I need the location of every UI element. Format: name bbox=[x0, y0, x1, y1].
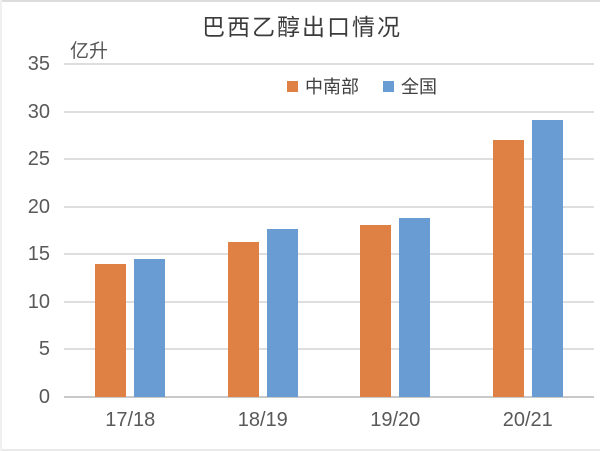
top-border-line bbox=[2, 0, 600, 2]
bar-中南部-17-18 bbox=[95, 263, 127, 397]
legend-label: 全国 bbox=[401, 77, 437, 97]
legend-swatch-icon bbox=[383, 80, 394, 92]
gridline-20 bbox=[64, 205, 594, 208]
y-tick-label: 15 bbox=[27, 243, 50, 266]
bar-中南部-20-21 bbox=[492, 140, 524, 397]
y-tick-label: 0 bbox=[38, 386, 50, 408]
chart-legend: 中南部 全国 bbox=[287, 73, 437, 99]
y-tick-label: 20 bbox=[27, 195, 50, 218]
plot-area bbox=[64, 63, 594, 398]
bar-全国-18-19 bbox=[266, 228, 298, 397]
y-tick-label: 10 bbox=[27, 290, 50, 313]
y-tick-label: 25 bbox=[27, 148, 50, 171]
x-tick-label: 17/18 bbox=[105, 409, 156, 431]
y-tick-label: 30 bbox=[27, 100, 50, 123]
bottom-border-line bbox=[2, 449, 600, 451]
bar-全国-19-20 bbox=[399, 218, 431, 397]
chart-title: 巴西乙醇出口情况 bbox=[202, 15, 402, 40]
legend-label: 中南部 bbox=[305, 77, 359, 97]
gridline-15 bbox=[64, 253, 594, 256]
legend-swatch-icon bbox=[287, 80, 298, 92]
gridline-35 bbox=[64, 63, 594, 65]
x-tick-label: 20/21 bbox=[502, 409, 553, 431]
x-tick-label: 19/20 bbox=[370, 409, 421, 431]
y-tick-label: 35 bbox=[27, 53, 50, 75]
bar-全国-20-21 bbox=[531, 120, 563, 397]
x-axis-line bbox=[64, 396, 594, 398]
y-tick-label: 5 bbox=[38, 338, 50, 361]
bar-中南部-18-19 bbox=[227, 241, 259, 397]
bar-中南部-19-20 bbox=[360, 224, 392, 397]
x-tick-label: 18/19 bbox=[237, 409, 288, 431]
gridline-10 bbox=[64, 300, 594, 303]
gridline-25 bbox=[64, 158, 594, 161]
gridline-5 bbox=[64, 348, 594, 351]
legend-item-中南部: 中南部 bbox=[287, 73, 359, 99]
y-axis-unit-label: 亿升 bbox=[70, 41, 109, 62]
gridline-30 bbox=[64, 110, 594, 113]
legend-item-全国: 全国 bbox=[383, 73, 437, 99]
bar-全国-17-18 bbox=[134, 259, 166, 397]
